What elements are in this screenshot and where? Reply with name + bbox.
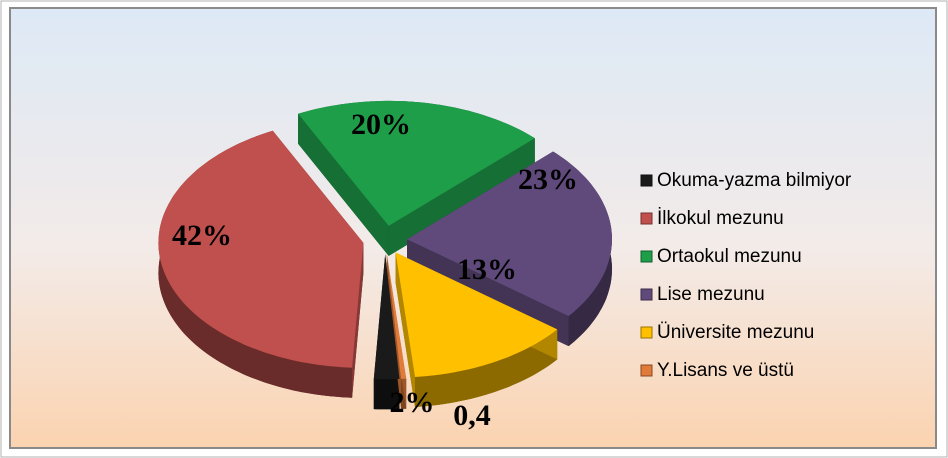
value-label: 2% — [390, 386, 435, 419]
slice — [386, 254, 407, 379]
legend-label: İlkokul mezunu — [657, 208, 784, 229]
value-label: 23% — [518, 163, 578, 196]
legend-swatch — [640, 212, 653, 225]
legend-label: Okuma-yazma bilmiyor — [657, 170, 852, 191]
value-label: 42% — [172, 219, 232, 252]
slice-cut — [298, 113, 389, 256]
value-label: 13% — [457, 253, 517, 286]
legend-swatch — [640, 364, 653, 377]
slice — [298, 100, 535, 226]
slice — [158, 130, 364, 368]
legend-label: Ortaokul mezunu — [657, 246, 802, 267]
legend-label: Üniversite mezunu — [657, 322, 814, 343]
legend-swatch — [640, 288, 653, 301]
legend-swatch — [640, 174, 653, 187]
slice-wall — [373, 379, 400, 410]
slice-wall — [158, 130, 353, 398]
legend-swatch — [640, 250, 653, 263]
legend-swatch — [640, 326, 653, 339]
slice-cut — [395, 252, 415, 407]
legend-label: Y.Lisans ve üstü — [657, 360, 794, 381]
slice — [407, 151, 612, 317]
slice-wall — [415, 329, 558, 407]
value-label: 20% — [351, 108, 411, 141]
legend-label: Lise mezunu — [657, 284, 765, 305]
slice — [373, 254, 400, 380]
value-label: 0,4 — [453, 399, 491, 432]
slice — [395, 252, 558, 377]
slice-cut — [352, 242, 364, 398]
slice-cut — [388, 138, 535, 256]
